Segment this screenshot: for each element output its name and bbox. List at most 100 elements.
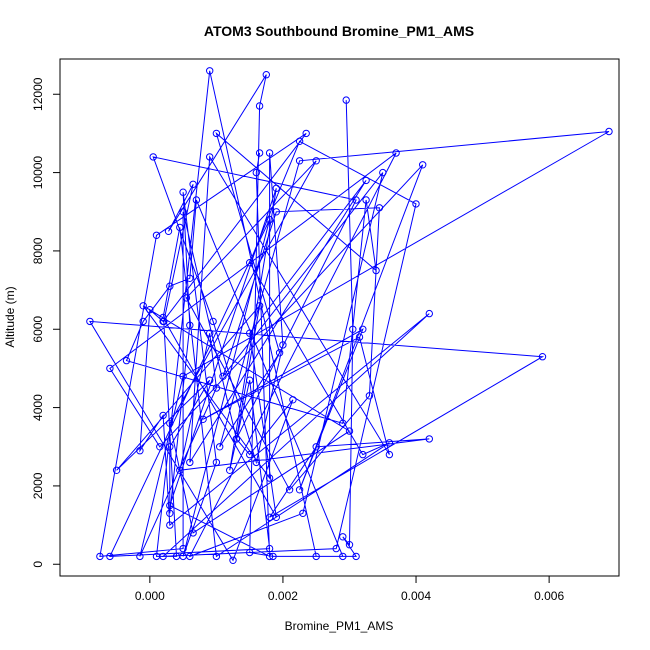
data-series [86,67,613,564]
data-point [425,309,433,318]
data-point [179,552,187,561]
y-tick-label: 12000 [31,77,45,111]
data-point [269,552,277,561]
data-point [262,71,270,79]
data-point [112,466,121,474]
plot-frame [59,58,620,577]
data-point [212,458,221,467]
data-point [295,157,304,165]
data-point [206,153,214,161]
data-point [136,447,144,455]
data-point [212,552,221,561]
data-point [176,466,184,474]
data-point [206,67,214,75]
data-point [332,544,340,553]
data-point [299,509,307,517]
data-point [345,541,354,549]
data-point [246,376,254,384]
data-point [166,501,174,510]
data-point [206,376,214,384]
data-point [136,552,144,561]
data-point [179,208,187,216]
data-point [156,443,164,451]
x-tick-label: 0.006 [534,589,564,603]
data-point [255,149,264,157]
data-point [106,552,114,561]
data-point [355,333,364,341]
data-point [279,341,287,349]
x-tick-label: 0.004 [401,589,431,603]
data-point [252,458,260,467]
data-point [295,486,304,494]
data-point [272,208,280,216]
data-point [139,317,147,326]
data-point [206,329,214,337]
data-point [252,168,260,177]
data-point [385,439,394,447]
data-point [289,396,297,404]
data-point [255,302,264,310]
data-point [302,129,310,138]
data-point [139,302,147,310]
data-point [246,259,254,267]
data-point [176,223,184,232]
y-tick-label: 8000 [31,237,45,264]
y-tick-label: 0 [31,561,45,568]
y-tick-label: 6000 [31,316,45,343]
data-point [232,435,241,443]
data-point [312,157,320,165]
x-axis-label: Bromine_PM1_AMS [285,619,394,633]
data-point [179,372,187,380]
data-point [189,180,197,189]
data-point [379,168,387,177]
data-point [312,552,320,561]
y-axis-label: Altitude (m) [3,286,17,347]
data-point [166,282,174,290]
data-point [199,415,207,423]
data-point [219,372,227,380]
data-point [159,411,167,420]
y-axis: 0 2000 4000 6000 8000 10000 12000 [31,77,60,568]
data-point [265,552,274,561]
data-point [538,353,547,361]
data-point [312,443,320,451]
data-point [96,552,104,561]
data-point [159,552,167,561]
data-point [166,443,174,451]
y-tick-label: 4000 [31,394,45,421]
chart-title: ATOM3 Southbound Bromine_PM1_AMS [204,23,474,39]
data-point [275,349,284,357]
data-point [192,196,201,204]
data-point [272,184,280,193]
data-point [265,149,274,157]
data-point [189,529,197,537]
data-point [352,196,360,204]
data-point [359,325,367,333]
data-point [339,552,347,561]
data-point [285,486,294,494]
y-tick-label: 10000 [31,156,45,190]
data-point [166,509,174,517]
data-point [295,137,304,146]
data-point [212,129,221,138]
data-point [209,317,217,326]
data-point [345,427,354,435]
y-tick-label: 2000 [31,472,45,499]
data-point [246,329,254,337]
data-point [229,556,237,564]
data-point [392,149,400,157]
data-point [385,450,394,459]
data-point [372,266,380,275]
x-axis: 0.000 0.002 0.004 0.006 [135,576,564,603]
data-point [425,435,433,443]
data-point [272,513,280,521]
data-point [179,544,187,553]
data-point [226,466,234,474]
data-point [186,274,194,282]
data-point [342,96,350,104]
data-point [159,317,167,326]
data-point [352,552,360,561]
data-point [182,294,191,302]
data-point [179,188,187,196]
